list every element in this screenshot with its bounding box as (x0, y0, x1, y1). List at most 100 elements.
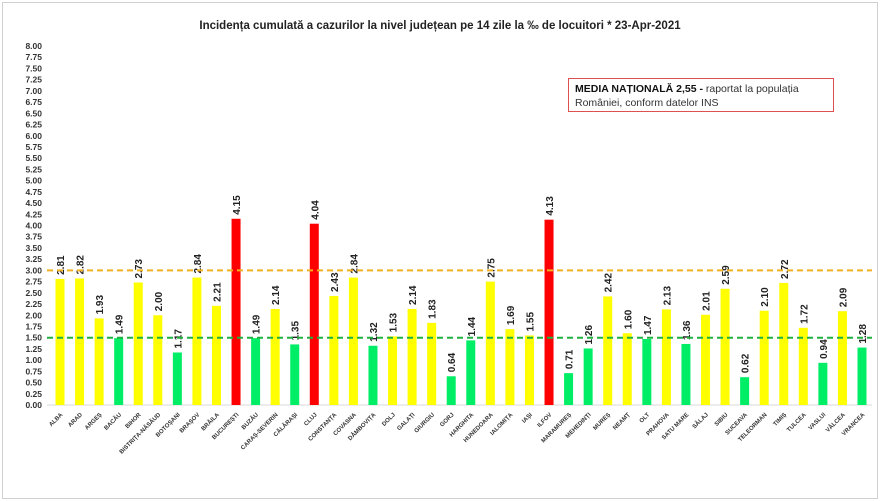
data-label: 1.28 (858, 324, 869, 344)
data-label: 2.59 (721, 265, 732, 285)
x-tick-label: CARAȘ-SEVERIN (240, 412, 279, 451)
x-tick-label: BRAȘOV (179, 412, 201, 434)
y-tick-label: 1.00 (25, 355, 42, 365)
data-label: 1.47 (643, 315, 654, 335)
data-label: 4.15 (232, 195, 243, 215)
x-tick-label: GORJ (439, 412, 455, 428)
y-tick-label: 0.25 (25, 389, 42, 399)
x-tick-label: GIURGIU (414, 412, 436, 434)
bar (211, 305, 221, 405)
national-average-note: MEDIA NAȚIONALĂ 2,55 - raportat la popul… (568, 78, 834, 112)
y-tick-label: 4.50 (25, 198, 42, 208)
data-label: 2.13 (662, 286, 673, 306)
data-label: 1.93 (95, 294, 106, 314)
data-label: 2.82 (76, 255, 87, 275)
y-tick-label: 3.50 (25, 243, 42, 253)
data-label: 2.42 (604, 273, 615, 293)
x-tick-label: ILFOV (537, 412, 554, 429)
bar (485, 281, 495, 405)
bar (818, 362, 828, 405)
y-tick-label: 0.75 (25, 366, 42, 376)
bar (133, 282, 143, 405)
data-label: 4.13 (545, 196, 556, 216)
bar (309, 223, 319, 405)
data-label: 2.14 (408, 285, 419, 305)
bar (388, 336, 398, 405)
bar (153, 315, 163, 405)
bar (642, 339, 652, 405)
bar (75, 278, 85, 405)
x-tick-label: NEAMȚ (612, 412, 632, 432)
data-label: 0.94 (819, 339, 830, 359)
x-tick-label: BUZĂU (240, 411, 260, 431)
x-tick-label: BACĂU (103, 411, 123, 431)
y-tick-label: 2.25 (25, 299, 42, 309)
x-tick-label: VASLUI (808, 412, 828, 432)
data-label: 1.69 (506, 305, 517, 325)
bar (524, 335, 534, 405)
y-tick-label: 0.50 (25, 378, 42, 388)
x-tick-label: IAȘI (521, 412, 534, 425)
data-label: 2.21 (212, 282, 223, 302)
y-tick-label: 3.00 (25, 265, 42, 275)
y-tick-label: 3.25 (25, 254, 42, 264)
y-tick-label: 7.75 (25, 52, 42, 62)
bar (505, 329, 515, 405)
y-tick-label: 4.75 (25, 187, 42, 197)
y-tick-label: 5.50 (25, 153, 42, 163)
data-label: 2.84 (193, 254, 204, 274)
y-tick-label: 1.50 (25, 333, 42, 343)
bar (270, 308, 280, 405)
x-tick-label: OLT (639, 412, 652, 425)
y-tick-label: 4.25 (25, 209, 42, 219)
y-tick-label: 2.50 (25, 288, 42, 298)
y-tick-label: 6.50 (25, 108, 42, 118)
data-label: 1.36 (682, 320, 693, 340)
bar (466, 340, 476, 405)
data-label: 2.75 (486, 258, 497, 278)
bar (427, 322, 437, 405)
bar (720, 288, 730, 405)
x-tick-label: ARAD (67, 412, 84, 429)
bar (583, 348, 593, 405)
y-tick-label: 7.25 (25, 75, 42, 85)
data-label: 1.35 (291, 321, 302, 341)
chart-title: Incidența cumulată a cazurilor la nivel … (199, 20, 681, 32)
bar (622, 333, 632, 405)
data-label: 1.49 (115, 314, 126, 334)
x-tick-label: ALBA (48, 412, 64, 428)
data-label: 0.71 (565, 349, 576, 369)
bar (837, 311, 847, 405)
y-tick-label: 7.50 (25, 63, 42, 73)
bar (94, 318, 104, 405)
data-label: 2.01 (702, 291, 713, 311)
data-label: 1.72 (799, 304, 810, 324)
national-average-description: raportat la populația României, conform … (575, 83, 799, 109)
x-tick-label: TULCEA (786, 412, 808, 434)
y-tick-label: 2.00 (25, 310, 42, 320)
bar (857, 347, 867, 405)
bar (55, 278, 65, 405)
bar (368, 345, 378, 405)
bar (661, 309, 671, 405)
y-tick-label: 3.75 (25, 232, 42, 242)
y-tick-label: 6.75 (25, 97, 42, 107)
x-tick-label: SĂLAJ (691, 411, 710, 430)
bar (407, 308, 417, 405)
national-average-value: MEDIA NAȚIONALĂ 2,55 - (575, 83, 703, 95)
bar (329, 295, 339, 405)
bar (114, 338, 124, 405)
y-tick-label: 0.00 (25, 400, 42, 410)
bar (290, 344, 300, 405)
y-tick-label: 5.75 (25, 142, 42, 152)
bar (681, 343, 691, 405)
y-tick-label: 6.25 (25, 120, 42, 130)
y-tick-label: 6.00 (25, 131, 42, 141)
data-label: 2.00 (154, 291, 165, 311)
data-label: 1.32 (369, 322, 380, 342)
data-label: 1.55 (525, 312, 536, 332)
x-tick-label: TIMIȘ (773, 412, 789, 428)
x-tick-label: CLUJ (303, 412, 318, 427)
bar (740, 377, 750, 405)
